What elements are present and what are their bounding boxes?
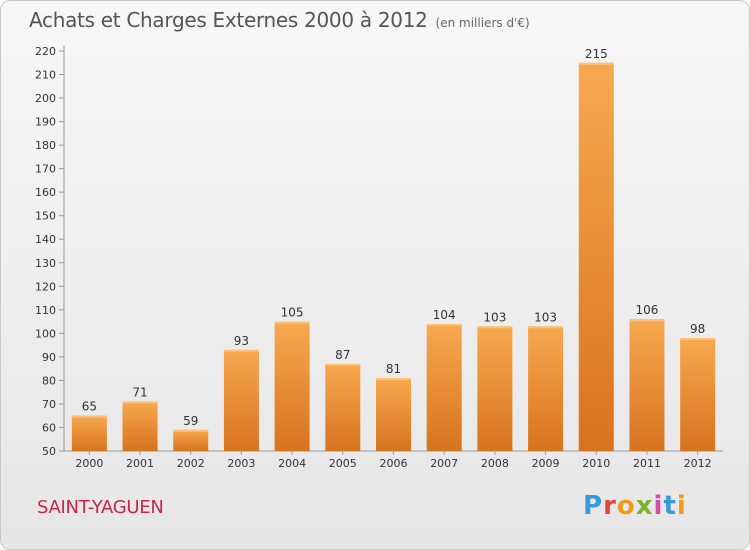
bar-2000	[71, 415, 107, 451]
data-label-2005: 87	[335, 348, 350, 362]
chart-title: Achats et Charges Externes 2000 à 2012 (e…	[29, 8, 530, 32]
bar-top-highlight	[71, 415, 107, 418]
x-tick-label-2012: 2012	[684, 457, 712, 470]
y-tick-label: 110	[35, 304, 56, 317]
bar-2011	[629, 319, 665, 451]
data-label-2008: 103	[483, 310, 506, 324]
y-tick-label: 160	[35, 186, 56, 199]
data-label-2009: 103	[534, 310, 557, 324]
bar-top-highlight	[173, 429, 209, 432]
bar-top-highlight	[274, 321, 310, 324]
y-tick-label: 210	[35, 69, 56, 82]
bar-2004	[274, 321, 310, 451]
proxiti-logo: Proxiti	[583, 491, 687, 521]
bar-2009	[528, 326, 564, 451]
x-tick-label-2005: 2005	[329, 457, 357, 470]
y-tick-label: 50	[42, 445, 56, 458]
data-label-2006: 81	[386, 362, 401, 376]
y-tick-label: 90	[42, 351, 56, 364]
y-tick-label: 180	[35, 139, 56, 152]
bar-top-highlight	[629, 319, 665, 322]
x-tick-label-2011: 2011	[633, 457, 661, 470]
x-tick-label-2004: 2004	[278, 457, 306, 470]
bar-top-highlight	[325, 363, 361, 366]
data-label-2011: 106	[636, 303, 659, 317]
bar-top-highlight	[578, 62, 614, 65]
data-label-2002: 59	[183, 414, 198, 428]
bar-2002	[173, 429, 209, 451]
x-tick-label-2010: 2010	[582, 457, 610, 470]
y-tick-label: 70	[42, 398, 56, 411]
bar-top-highlight	[223, 349, 259, 352]
data-label-2000: 65	[82, 400, 97, 414]
axes: 50 60 70 80 90 100 110 120 130 140 150 160 170 180 190…	[35, 45, 723, 470]
data-labels: 65 71 59 93 105 87 81 104 103 103 215 106 98	[82, 47, 706, 428]
bar-top-highlight	[528, 326, 564, 329]
x-tick-label-2003: 2003	[227, 457, 255, 470]
y-tick-label: 170	[35, 163, 56, 176]
bar-top-highlight	[426, 323, 462, 326]
bars	[71, 62, 716, 451]
chart-title-text: Achats et Charges Externes 2000 à 2012	[29, 8, 428, 32]
bar-top-highlight	[376, 378, 411, 381]
y-tick-label: 100	[35, 327, 56, 340]
y-tick-label: 80	[42, 374, 56, 387]
bar-top-highlight	[680, 338, 716, 341]
data-label-2001: 71	[132, 386, 147, 400]
y-tick-label: 200	[35, 92, 56, 105]
data-label-2003: 93	[234, 334, 249, 348]
x-tick-label-2006: 2006	[380, 457, 408, 470]
chart-unit: (en milliers d'€)	[435, 16, 530, 30]
place-name: SAINT-YAGUEN	[37, 497, 164, 518]
bar-2001	[122, 401, 158, 451]
x-tick-label-2009: 2009	[532, 457, 560, 470]
x-tick-label-2001: 2001	[126, 457, 154, 470]
y-tick-label: 220	[35, 45, 56, 58]
y-tick-label: 150	[35, 210, 56, 223]
y-tick-label: 60	[42, 421, 56, 434]
bar-2003	[223, 349, 259, 451]
y-tick-label: 140	[35, 233, 56, 246]
bar-2010	[578, 62, 614, 451]
data-label-2012: 98	[690, 322, 705, 336]
data-label-2004: 105	[281, 306, 304, 320]
y-tick-label: 130	[35, 257, 56, 270]
x-tick-label-2008: 2008	[481, 457, 509, 470]
bar-2007	[426, 323, 462, 451]
y-tick-label: 190	[35, 116, 56, 129]
bar-top-highlight	[122, 401, 158, 404]
bar-2006	[376, 378, 411, 451]
bar-2008	[477, 326, 513, 451]
x-tick-label-2002: 2002	[177, 457, 205, 470]
bar-2012	[680, 338, 716, 451]
bar-top-highlight	[477, 326, 513, 329]
bar-2005	[325, 363, 361, 451]
y-tick-label: 120	[35, 280, 56, 293]
x-tick-label-2000: 2000	[75, 457, 103, 470]
data-label-2007: 104	[433, 308, 456, 322]
data-label-2010: 215	[585, 47, 608, 61]
x-tick-label-2007: 2007	[430, 457, 458, 470]
